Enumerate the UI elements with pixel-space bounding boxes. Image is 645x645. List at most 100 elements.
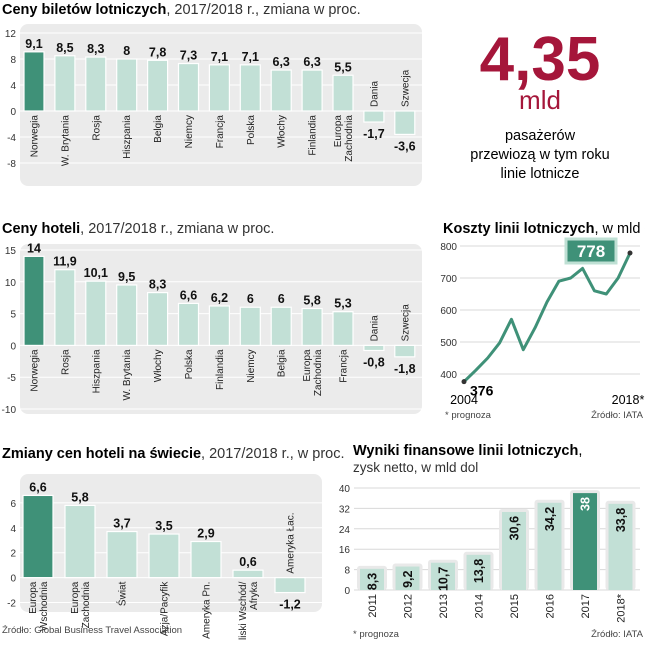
end-value-label: 778 [577, 242, 605, 261]
category-label-line: Zachodnia [313, 349, 324, 396]
y-tick-label: 0 [344, 586, 350, 597]
bar [65, 505, 95, 577]
category-label: 2013 [438, 594, 450, 618]
value-label: 6,6 [29, 480, 46, 494]
category-label: EuropaWschodnia [28, 581, 50, 631]
category-label-line: Wschodnia [39, 581, 50, 631]
value-label: 3,5 [155, 519, 172, 533]
bar [275, 578, 305, 593]
category-label: Norwegia [30, 349, 41, 392]
value-label: -0,8 [363, 355, 385, 369]
value-label: 9,1 [25, 37, 42, 51]
bar [395, 345, 415, 356]
bar [364, 111, 384, 122]
bar [55, 270, 75, 346]
chart-title-bold: Ceny hoteli [2, 221, 80, 237]
value-label: 2,9 [197, 527, 214, 541]
y-tick-label: 500 [440, 338, 457, 349]
chart-title-rest: , 2017/2018 r., w proc. [201, 446, 344, 462]
bar [23, 495, 53, 577]
value-label: 8,3 [365, 573, 379, 590]
value-label: 10,7 [436, 567, 450, 591]
bar [271, 70, 291, 111]
value-label: 34,2 [543, 507, 557, 531]
bar [209, 65, 229, 111]
chart-title-rest: , 2017/2018 r., zmiana w proc. [166, 2, 360, 18]
category-label: Szwecja [400, 304, 411, 342]
source-note: Źródło: IATA [591, 629, 644, 640]
chart-title-rest: , 2017/2018 r., zmiana w proc. [80, 221, 274, 237]
bar [179, 64, 199, 111]
y-tick-label: 16 [339, 545, 351, 556]
cost-line [464, 253, 630, 382]
category-label: Ameryka Łac. [286, 512, 297, 573]
category-label: Francja [215, 115, 226, 149]
category-label: 2018* [615, 593, 627, 622]
value-label: 14 [27, 241, 41, 255]
value-label: 0,6 [239, 555, 256, 569]
category-label: Niemcy [184, 115, 195, 148]
value-label: 9,2 [401, 571, 415, 588]
value-label: -3,6 [394, 139, 416, 153]
category-label: Polska [246, 115, 257, 145]
category-label: Włochy [277, 115, 288, 148]
y-tick-label: -4 [7, 133, 16, 144]
value-label: 9,5 [118, 270, 135, 284]
category-label: Finlandia [308, 115, 319, 156]
category-label-line: Afryka [249, 581, 260, 610]
stat-line-3: linie lotnicze [501, 166, 580, 182]
category-label-line: Zachodnia [344, 115, 355, 162]
start-marker [462, 379, 467, 384]
value-label: -1,7 [363, 127, 385, 141]
value-label: 3,7 [113, 517, 130, 531]
bar [333, 75, 353, 111]
footnote: * prognoza [445, 410, 492, 421]
value-label: 11,9 [53, 255, 77, 269]
bar [86, 281, 106, 345]
value-label: 10,1 [84, 266, 108, 280]
category-label: 2017 [580, 594, 592, 618]
chart-title: Wyniki finansowe linii lotniczych, [353, 443, 582, 459]
category-label: 2014 [473, 594, 485, 618]
y-tick-label: 0 [10, 107, 16, 118]
category-label: 2011 [367, 594, 379, 618]
value-label: 7,1 [211, 50, 228, 64]
bar [209, 306, 229, 345]
value-label: 6,3 [273, 55, 290, 69]
category-label: Francja [339, 349, 350, 383]
bar [149, 534, 179, 578]
bar [148, 60, 168, 111]
bar [55, 56, 75, 111]
y-tick-label: -10 [2, 405, 17, 416]
value-label: 7,8 [149, 45, 166, 59]
y-tick-label: 600 [440, 306, 457, 317]
y-tick-label: 24 [339, 525, 351, 536]
bar [302, 70, 322, 111]
category-label-line: Europa [70, 581, 81, 614]
category-label: Świat [116, 581, 129, 606]
value-label: 38 [578, 497, 592, 511]
category-label: EuropaZachodnia [70, 581, 92, 628]
category-label: Hiszpania [91, 349, 102, 393]
category-label: Belgia [153, 115, 164, 143]
chart-title-bold: Ceny biletów lotniczych [2, 2, 166, 18]
category-label: Włochy [153, 349, 164, 382]
passengers-stat: 4,35 mld pasażerów przewiozą w tym roku … [470, 25, 609, 182]
value-label: 7,3 [180, 49, 197, 63]
bar [240, 65, 260, 111]
category-label-line: Zachodnia [81, 581, 92, 628]
chart-subtitle: zysk netto, w mld dol [353, 460, 478, 475]
stat-line-1: pasażerów [505, 128, 576, 144]
value-label: 8 [123, 44, 130, 58]
end-marker [628, 251, 633, 256]
y-tick-label: 10 [5, 278, 17, 289]
y-tick-label: 40 [339, 484, 351, 495]
y-tick-label: 0 [10, 574, 16, 585]
bar [148, 293, 168, 346]
category-label: Rosja [60, 349, 71, 375]
value-label: 6,2 [211, 291, 228, 305]
chart-title-bold: Wyniki finansowe linii lotniczych [353, 443, 578, 459]
value-label: 13,8 [472, 559, 486, 583]
